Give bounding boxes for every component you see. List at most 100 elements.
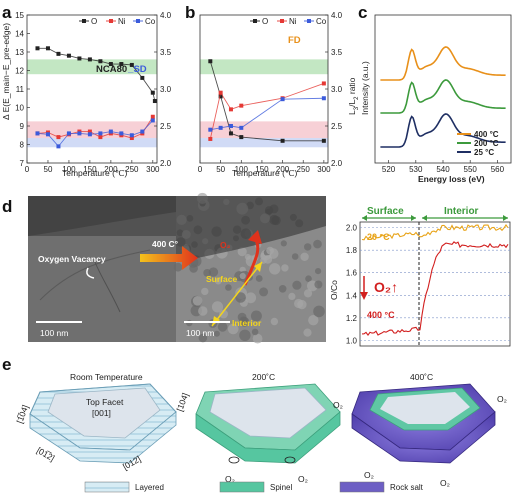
tem-texture-dot — [186, 319, 193, 327]
data-point-o — [66, 53, 71, 58]
data-point-o — [87, 57, 92, 62]
x-tick-label: 250 — [125, 165, 139, 174]
data-point-o — [45, 46, 50, 51]
panel-c-ylabel: Intensity (a.u.) — [360, 61, 370, 115]
panel-c-chart: 520 530 540 550 560 Energy loss (eV) Intensi… — [360, 14, 512, 184]
tem-texture-dot — [304, 243, 312, 251]
tem-texture-dot — [211, 301, 224, 313]
legend-marker — [253, 19, 257, 23]
tem-texture-dot — [292, 280, 302, 290]
tem-texture-dot — [235, 292, 246, 303]
series-line-o — [209, 61, 324, 142]
oco-curve-20c — [361, 224, 509, 241]
tem-texture-dot — [201, 287, 209, 296]
x-tick-label: 540 — [436, 165, 450, 174]
band-2 — [200, 138, 328, 148]
y2-tick-label: 2.5 — [331, 122, 343, 131]
tem-texture-dot — [239, 316, 248, 326]
y-tick-label: 1.0 — [346, 336, 358, 345]
legend-swatch-spinel — [219, 481, 265, 493]
data-point-o — [56, 51, 61, 56]
data-point-ni — [129, 136, 134, 141]
data-point-co — [140, 129, 145, 134]
y-tick-label: 1.2 — [346, 314, 358, 323]
data-point-co — [35, 131, 40, 136]
tem-texture-dot — [198, 306, 208, 316]
panel-label-b: b — [185, 3, 195, 22]
tem-texture-dot — [250, 310, 262, 322]
o2-400-bottom-right: O₂ — [440, 478, 450, 488]
interior-label: Interior — [232, 318, 262, 328]
legend-label-layered: Layered — [135, 483, 164, 492]
tem-texture-dot — [278, 285, 287, 293]
oxygen-vacancy-label: Oxygen Vacancy — [38, 254, 106, 264]
panel-e-legend: Layered Spinel Rock salt — [84, 481, 424, 493]
panel-b-ylabel-right: L3/L2 ratio — [347, 77, 360, 115]
y2-tick-label: 3.0 — [160, 85, 172, 94]
tem-texture-dot — [259, 287, 269, 297]
panel-e-200c: 200˚C O₂ O₂ — [195, 372, 341, 484]
legend-swatch-rock-salt — [339, 481, 385, 493]
panel-a-tag: NCA80_SD — [96, 64, 147, 75]
spectrum-400c — [380, 46, 506, 81]
tem-texture-dot — [315, 268, 322, 275]
panel-a-ylabel: Δ E(E_main−E_pre-edge) — [1, 23, 11, 120]
x-tick-label: 550 — [464, 165, 478, 174]
region-surface-label: Surface — [367, 206, 404, 217]
top-facet-index: [001] — [92, 408, 111, 418]
data-point-o — [321, 138, 326, 143]
data-point-o — [129, 62, 134, 67]
panel-label-a: a — [2, 3, 12, 22]
y-tick-label: 1.6 — [346, 269, 358, 278]
data-point-co — [56, 144, 61, 149]
legend-label-co: Co — [316, 17, 327, 26]
o2-arrow-head-icon — [248, 230, 262, 244]
y2-tick-label: 4.0 — [331, 11, 343, 20]
data-point-co — [208, 127, 213, 132]
legend-marker — [136, 19, 140, 23]
tem-texture-dot — [303, 289, 313, 298]
y-tick-label: 2.0 — [346, 224, 358, 233]
x-tick-label: 300 — [146, 165, 160, 174]
x-tick-label: 0 — [198, 165, 203, 174]
data-point-ni — [98, 135, 103, 140]
data-point-o — [98, 59, 103, 64]
oco-curve-400c — [361, 241, 509, 337]
panel-d-tem-left: Oxygen Vacancy 100 nm — [28, 196, 176, 342]
y-tick-label: 13 — [15, 48, 24, 57]
data-point-o — [35, 46, 40, 51]
panel-c-xlabel: Energy loss (eV) — [418, 174, 485, 184]
panel-e-room-temperature: Room Temperature Top Facet [001] [1̅04] … — [14, 372, 190, 472]
panel-e-title-400: 400˚C — [410, 372, 433, 382]
tem-texture-dot — [219, 309, 229, 319]
data-point-o — [150, 90, 155, 95]
tem-texture-dot — [227, 323, 239, 335]
y-tick-label: 14 — [15, 30, 24, 39]
data-point-co — [129, 133, 134, 138]
data-point-co — [228, 124, 233, 128]
data-point-ni — [321, 81, 326, 86]
tem-texture-dot — [239, 329, 251, 341]
data-point-co — [321, 96, 326, 101]
band-2 — [27, 138, 157, 148]
tem-texture-dot — [214, 277, 222, 285]
panel-e-title-rt: Room Temperature — [70, 372, 143, 382]
data-point-o — [140, 75, 145, 80]
tem-texture-dot — [281, 264, 289, 272]
data-point-o — [228, 131, 233, 136]
y2-tick-label: 3.5 — [331, 48, 343, 57]
x-tick-label: 530 — [409, 165, 423, 174]
temperature-arrow: 400 C° — [140, 239, 198, 270]
legend-marker — [82, 19, 86, 23]
tem-texture-dot — [192, 296, 203, 306]
surface-label: Surface — [206, 274, 237, 284]
tem-texture-dot — [269, 263, 281, 275]
band-0 — [200, 59, 328, 75]
o2-up-label: O₂↑ — [374, 279, 398, 295]
tem-texture-dot — [251, 328, 259, 336]
panel-d-chart: 1.0 1.2 1.4 1.6 1.8 2.0 O/Co Surface Interior… — [329, 206, 511, 347]
tem-texture-dot — [297, 299, 307, 310]
tem-texture-dot — [303, 328, 312, 337]
y2-tick-label: 3.5 — [160, 48, 172, 57]
